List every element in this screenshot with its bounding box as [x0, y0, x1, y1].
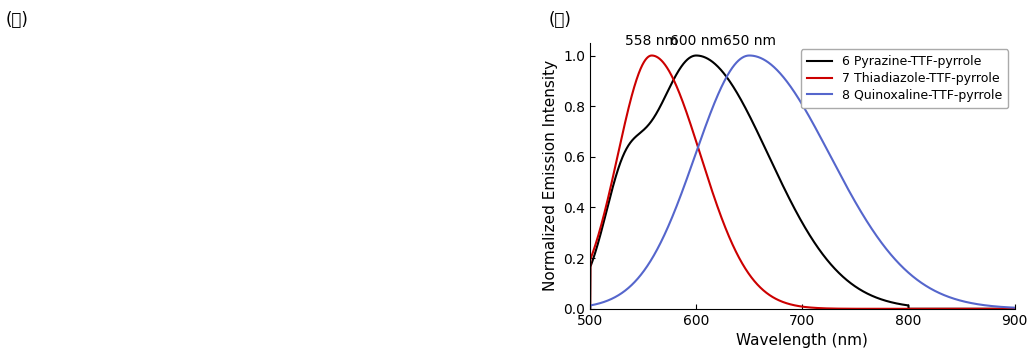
8 Quinoxaline-TTF-pyrrole — [744, 53, 756, 57]
Line: 8 Quinoxaline-TTF-pyrrole: 8 Quinoxaline-TTF-pyrrole — [585, 55, 1030, 309]
Text: (가): (가) — [5, 11, 28, 29]
6 Pyrazine-TTF-pyrrole — [1010, 307, 1023, 311]
8 Quinoxaline-TTF-pyrrole — [766, 63, 779, 67]
6 Pyrazine-TTF-pyrrole — [690, 53, 702, 57]
7 Thiadiazole-TTF-pyrrole — [766, 295, 779, 299]
8 Quinoxaline-TTF-pyrrole — [989, 304, 1001, 308]
7 Thiadiazole-TTF-pyrrole — [1010, 307, 1023, 311]
7 Thiadiazole-TTF-pyrrole — [790, 303, 802, 308]
6 Pyrazine-TTF-pyrrole — [1024, 307, 1030, 311]
8 Quinoxaline-TTF-pyrrole — [579, 307, 591, 311]
6 Pyrazine-TTF-pyrrole — [790, 211, 802, 215]
Text: 600 nm: 600 nm — [670, 34, 723, 48]
Legend: 6 Pyrazine-TTF-pyrrole, 7 Thiadiazole-TTF-pyrrole, 8 Quinoxaline-TTF-pyrrole: 6 Pyrazine-TTF-pyrrole, 7 Thiadiazole-TT… — [800, 49, 1008, 108]
Y-axis label: Normalized Emission Intensity: Normalized Emission Intensity — [543, 60, 558, 291]
6 Pyrazine-TTF-pyrrole — [579, 307, 591, 311]
8 Quinoxaline-TTF-pyrrole — [1010, 306, 1023, 310]
X-axis label: Wavelength (nm): Wavelength (nm) — [736, 333, 868, 348]
7 Thiadiazole-TTF-pyrrole — [902, 307, 915, 311]
7 Thiadiazole-TTF-pyrrole — [769, 297, 782, 301]
Text: 558 nm: 558 nm — [625, 34, 678, 48]
Text: 650 nm: 650 nm — [723, 34, 776, 48]
8 Quinoxaline-TTF-pyrrole — [1024, 307, 1030, 311]
6 Pyrazine-TTF-pyrrole — [766, 161, 779, 165]
Line: 7 Thiadiazole-TTF-pyrrole: 7 Thiadiazole-TTF-pyrrole — [585, 55, 1030, 309]
6 Pyrazine-TTF-pyrrole — [989, 307, 1001, 311]
8 Quinoxaline-TTF-pyrrole — [902, 271, 915, 275]
6 Pyrazine-TTF-pyrrole — [902, 307, 915, 311]
6 Pyrazine-TTF-pyrrole — [769, 169, 782, 173]
8 Quinoxaline-TTF-pyrrole — [790, 94, 802, 98]
Line: 6 Pyrazine-TTF-pyrrole: 6 Pyrazine-TTF-pyrrole — [585, 55, 1030, 309]
Text: (나): (나) — [549, 11, 572, 29]
7 Thiadiazole-TTF-pyrrole — [646, 53, 658, 57]
7 Thiadiazole-TTF-pyrrole — [579, 307, 591, 311]
7 Thiadiazole-TTF-pyrrole — [989, 307, 1001, 311]
7 Thiadiazole-TTF-pyrrole — [1024, 307, 1030, 311]
8 Quinoxaline-TTF-pyrrole — [769, 67, 782, 71]
